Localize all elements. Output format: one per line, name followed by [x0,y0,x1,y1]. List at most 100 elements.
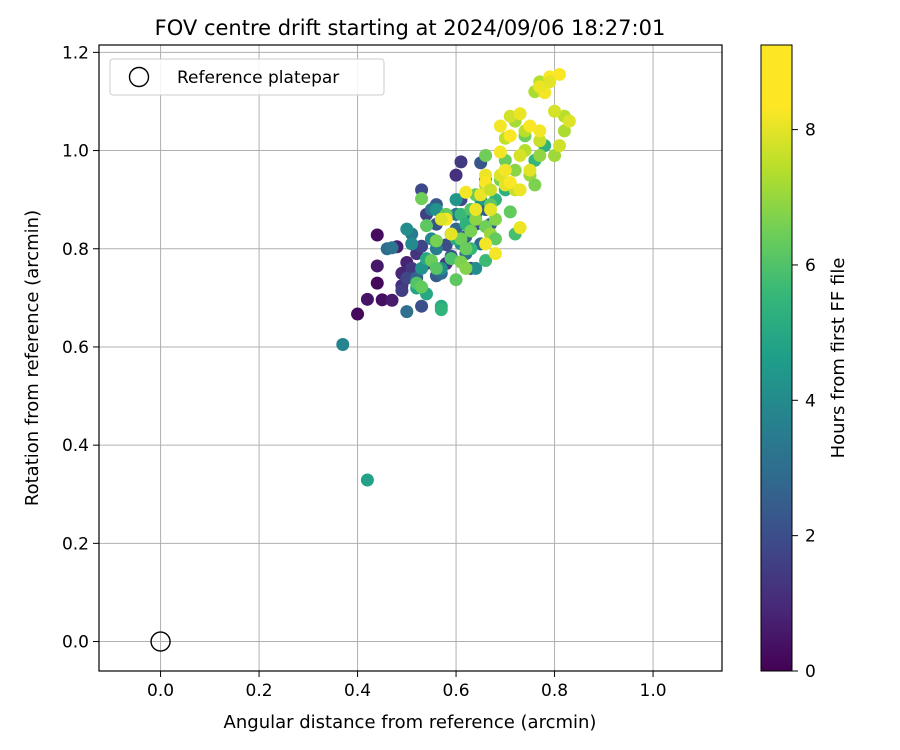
y-tick-label: 0.6 [62,338,89,358]
scatter-point [415,299,429,313]
scatter-point [439,238,453,252]
scatter-point [503,109,517,123]
scatter-point [464,224,478,238]
scatter-point [370,228,384,242]
scatter-point [548,104,562,118]
plot-frame [98,44,723,672]
scatter-point [503,205,517,219]
scatter-points [150,67,576,652]
scatter-point [400,222,414,236]
scatter-point [415,261,429,275]
scatter-point [479,254,493,268]
y-tick-label: 0.2 [62,534,89,554]
scatter-point [336,337,350,351]
scatter-point [552,139,566,153]
scatter-point [548,148,562,162]
scatter-point [503,129,517,143]
colorbar-label: Hours from first FF file [828,258,849,459]
scatter-point [484,202,498,216]
scatter-point [454,232,468,246]
scatter-point [370,276,384,290]
x-axis-ticks: 0.0 0.2 0.4 0.6 0.8 1.0 [147,671,667,701]
chart-title: FOV centre drift starting at 2024/09/06 … [155,16,666,40]
scatter-point [488,247,502,261]
scatter-point [528,178,542,192]
scatter-point [459,242,473,256]
scatter-point [429,234,443,248]
scatter-point [415,192,429,206]
scatter-point [479,237,493,251]
x-axis-label: Angular distance from reference (arcmin) [224,712,597,733]
y-tick-label: 1.0 [62,142,89,162]
scatter-point [469,261,483,275]
x-tick-label: 0.6 [443,681,470,701]
scatter-point [503,175,517,189]
colorbar-tick-label: 6 [805,256,816,276]
scatter-point [533,80,547,94]
scatter-point [533,124,547,138]
scatter-point [523,163,537,177]
scatter-point [557,124,571,138]
grid [99,45,722,671]
legend-marker-reference [128,66,150,88]
y-axis-label: Rotation from reference (arcmin) [22,210,43,506]
y-tick-label: 0.8 [62,240,89,260]
scatter-point [434,303,448,317]
scatter-point [375,293,389,307]
reference-platepar-marker [150,631,171,652]
scatter-point [493,119,507,133]
scatter-point [552,67,566,81]
scatter-point [498,163,512,177]
scatter-point [385,293,399,307]
scatter-point [523,119,537,133]
scatter-point [508,163,522,177]
scatter-point [400,305,414,319]
scatter-point [488,232,502,246]
x-tick-label: 1.0 [640,681,667,701]
scatter-point [474,188,488,202]
scatter-point [513,107,527,121]
y-tick-label: 0.0 [62,633,89,653]
legend-box [109,58,385,96]
scatter-point [562,114,576,128]
x-tick-label: 0.4 [344,681,371,701]
scatter-point [400,271,414,285]
scatter-point [459,185,473,199]
scatter-point [469,202,483,216]
x-tick-label: 0.8 [541,681,568,701]
legend: Reference platepar [109,58,385,96]
scatter-point [420,219,434,233]
scatter-point [385,241,399,255]
colorbar-tick-label: 8 [805,121,816,141]
scatter-point [449,168,463,182]
colorbar-tick-label: 4 [805,391,816,411]
scatter-point [469,212,483,226]
scatter-point [415,280,429,294]
colorbar-tick-label: 0 [805,662,816,682]
scatter-point [513,221,527,235]
scatter-point [513,183,527,197]
scatter-point [484,183,498,197]
scatter-point [543,75,557,89]
scatter-point [454,155,468,169]
scatter-point [459,261,473,275]
scatter-point [513,148,527,162]
y-tick-label: 0.4 [62,436,89,456]
scatter-point [533,134,547,148]
colorbar [760,44,793,672]
colorbar-ticks: 0 2 4 6 8 [792,121,816,682]
scatter-point [429,261,443,275]
colorbar-tick-label: 2 [805,527,816,547]
scatter-point [360,473,374,487]
scatter-point [488,212,502,226]
scatter-point [449,193,463,207]
x-tick-label: 0.0 [147,681,174,701]
y-axis-ticks: 0.0 0.2 0.4 0.6 0.8 1.0 1.2 [62,43,99,653]
scatter-point [533,148,547,162]
scatter-point [479,148,493,162]
scatter-point [351,307,365,321]
scatter-point [429,202,443,216]
scatter-point [405,237,419,251]
scatter-point [454,207,468,221]
